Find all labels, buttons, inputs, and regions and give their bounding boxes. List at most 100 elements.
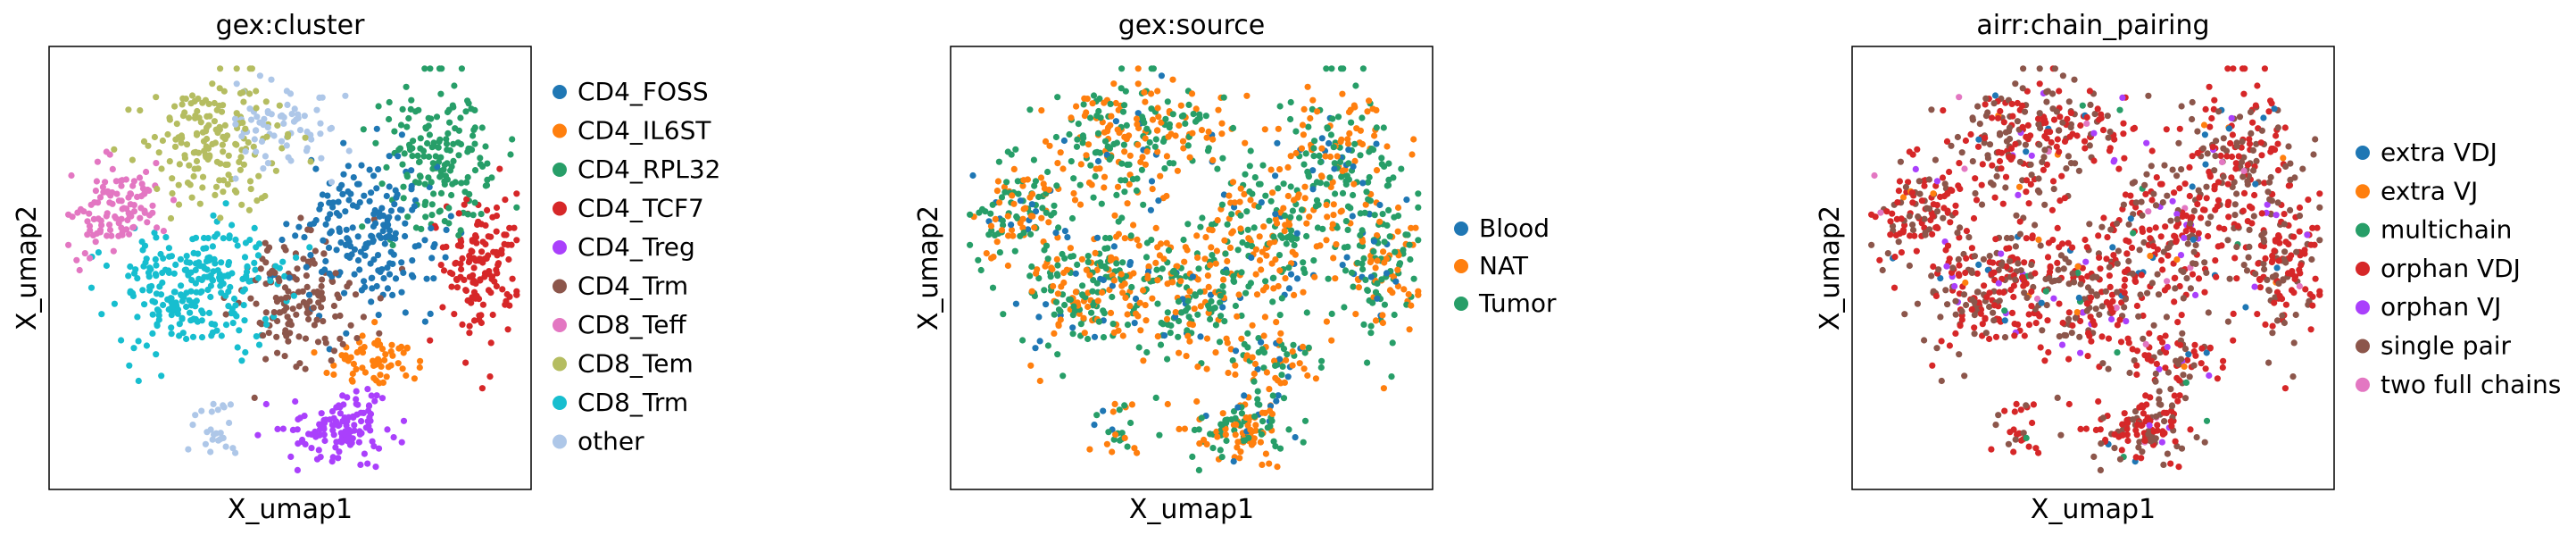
scatter-point (1406, 326, 1413, 333)
scatter-point (1259, 248, 1266, 255)
scatter-point (462, 108, 469, 115)
scatter-point (2203, 417, 2211, 424)
scatter-point (103, 262, 110, 270)
scatter-point (2306, 290, 2314, 298)
scatter-point (389, 291, 396, 298)
scatter-point (1219, 282, 1226, 290)
scatter-point (1270, 274, 1277, 281)
scatter-point (1118, 65, 1126, 72)
scatter-point (1009, 192, 1016, 199)
scatter-point (1244, 344, 1251, 351)
scatter-point (1035, 313, 1043, 321)
scatter-point (2211, 96, 2218, 104)
scatter-point (2141, 352, 2148, 359)
scatter-point (2267, 97, 2274, 104)
scatter-point (1035, 275, 1043, 282)
scatter-point (159, 269, 166, 277)
scatter-point (459, 255, 466, 262)
scatter-point (313, 456, 321, 463)
scatter-point (2301, 247, 2308, 254)
scatter-point (1198, 414, 1205, 422)
scatter-point (2003, 138, 2011, 145)
scatter-point (2155, 291, 2163, 298)
x-axis-label: X_umap1 (2031, 494, 2156, 525)
scatter-point (2261, 265, 2268, 273)
scatter-point (2152, 224, 2159, 231)
scatter-point (315, 447, 322, 454)
scatter-point (1403, 196, 1410, 204)
scatter-point (398, 259, 405, 266)
scatter-point (214, 267, 221, 274)
scatter-point (232, 175, 239, 182)
scatter-point (342, 241, 350, 248)
scatter-point (344, 394, 351, 401)
scatter-point (2156, 365, 2163, 372)
scatter-point (1383, 270, 1391, 277)
scatter-point (2116, 106, 2123, 113)
scatter-point (421, 318, 428, 325)
scatter-point (349, 370, 356, 378)
scatter-point (2065, 309, 2073, 316)
scatter-point (1906, 213, 1913, 220)
scatter-point (2261, 238, 2268, 246)
scatter-point (2165, 252, 2172, 259)
scatter-point (1148, 178, 1156, 185)
scatter-point (1153, 266, 1160, 273)
scatter-point (2173, 238, 2180, 246)
scatter-point (1901, 311, 1908, 318)
scatter-point (2139, 403, 2147, 410)
scatter-point (999, 217, 1006, 224)
scatter-point (153, 351, 160, 358)
scatter-point (1073, 103, 1080, 110)
scatter-point (2232, 165, 2239, 172)
scatter-point (403, 372, 410, 380)
scatter-point (2249, 119, 2256, 126)
scatter-point (178, 139, 185, 146)
scatter-point (1230, 458, 1237, 465)
scatter-point (1932, 292, 1940, 299)
scatter-point (2007, 145, 2015, 152)
scatter-point (153, 262, 160, 269)
scatter-point (2027, 161, 2034, 168)
scatter-point (1302, 150, 1309, 157)
scatter-point (198, 407, 205, 414)
scatter-point (2192, 260, 2199, 268)
scatter-point (1140, 357, 1147, 364)
scatter-point (2068, 330, 2075, 337)
scatter-point (295, 440, 302, 447)
scatter-point (482, 182, 489, 189)
scatter-point (2233, 143, 2240, 150)
scatter-point (1212, 260, 1219, 267)
scatter-point (1168, 130, 1175, 138)
scatter-point (2129, 346, 2136, 353)
scatter-point (157, 250, 164, 258)
scatter-point (222, 443, 229, 450)
scatter-point (354, 256, 362, 264)
scatter-point (2201, 131, 2208, 138)
scatter-point (288, 111, 295, 118)
scatter-point (265, 330, 272, 337)
scatter-point (1119, 289, 1126, 297)
scatter-point (1086, 272, 1093, 279)
scatter-point (477, 276, 484, 283)
scatter-point (1169, 279, 1176, 286)
scatter-point (1367, 257, 1375, 264)
scatter-point (2257, 139, 2264, 146)
scatter-point (2138, 455, 2145, 462)
scatter-point (439, 304, 446, 311)
scatter-point (396, 145, 403, 152)
scatter-point (1209, 445, 1217, 452)
scatter-point (1127, 232, 1134, 239)
scatter-point (2082, 145, 2089, 152)
scatter-point (1357, 152, 1364, 159)
scatter-point (205, 100, 212, 107)
scatter-point (1371, 132, 1378, 139)
scatter-point (1332, 190, 1339, 197)
scatter-point (1264, 424, 1271, 431)
scatter-point (2059, 72, 2066, 79)
scatter-point (1163, 239, 1170, 247)
scatter-point (1031, 292, 1038, 299)
scatter-point (391, 128, 398, 135)
scatter-point (386, 213, 393, 221)
scatter-point (212, 191, 219, 198)
